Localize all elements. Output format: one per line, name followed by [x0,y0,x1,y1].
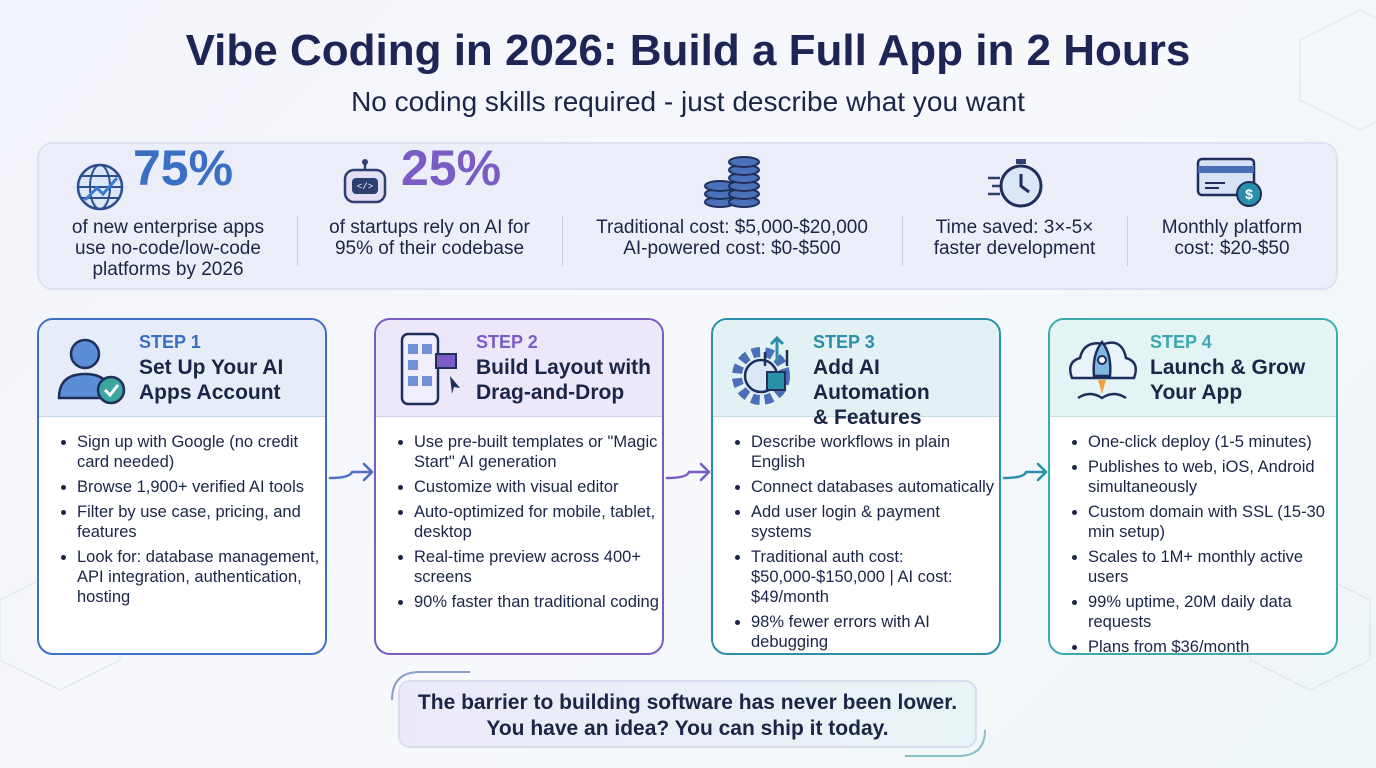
bullet: Filter by use case, pricing, and feature… [77,502,325,542]
step-title: Set Up Your AI Apps Account [139,355,283,405]
layout-icon [400,332,460,406]
step-title: Add AI Automation & Features [813,355,999,430]
bullet: Plans from $36/month [1088,637,1336,653]
stat-text: Traditional cost: $5,000-$20,000 AI-power… [562,217,902,259]
svg-text:$: $ [1245,186,1253,202]
separator [1127,216,1128,266]
line: use no-code/low-code [75,238,261,259]
stat: Traditional cost: $5,000-$20,000 AI-power… [562,144,902,292]
line: The barrier to building software has nev… [417,691,958,714]
bullet: Look for: database management, API integ… [77,547,325,607]
line: Set Up Your AI [139,356,284,379]
callout: The barrier to building software has nev… [398,680,977,748]
stat-text: of startups rely on AI for 95% of their c… [297,217,562,259]
line: Launch & Grow [1150,356,1306,379]
bullet: Describe workflows in plain English [751,432,999,472]
bullet: One-click deploy (1-5 minutes) [1088,432,1336,452]
line: Apps Account [139,381,281,404]
bullet: 90% faster than traditional coding [414,592,662,612]
line: Build Layout with [476,356,651,379]
bullet: Connect databases automatically [751,477,999,497]
bullet: Scales to 1M+ monthly active users [1088,547,1336,587]
stat: </> 25% of startups rely on AI for 95% of… [297,140,562,292]
line: 95% of their codebase [334,238,525,259]
user-icon [57,338,126,405]
separator [902,216,903,266]
stat: Time saved: 3×-5× faster development [902,144,1127,292]
bullet: Browse 1,900+ verified AI tools [77,477,325,497]
bullet: Use pre-built templates or "Magic Start"… [414,432,662,472]
bullet: Publishes to web, iOS, Android simultane… [1088,457,1336,497]
line: of new enterprise apps [71,217,265,238]
rocket-icon [1069,340,1137,400]
stat-text: Monthly platform cost: $20-$50 [1127,217,1337,259]
step-label: STEP 1 [139,332,201,352]
stopwatch-icon [988,159,1043,208]
line: faster development [933,238,1096,259]
line: AI-powered cost: $0-$500 [623,238,841,259]
separator [297,216,298,266]
step-title: Build Layout with Drag-and-Drop [476,355,651,405]
line: & Features [813,406,922,429]
bullet: 98% fewer errors with AI debugging [751,612,999,652]
card-icon: $ [1196,157,1262,207]
stat-figure: 25% [401,140,502,196]
line: Monthly platform [1161,217,1303,238]
step-label: STEP 4 [1150,332,1212,352]
line: of startups rely on AI for [329,217,530,238]
bullet-list: One-click deploy (1-5 minutes) Publishes … [1068,432,1336,653]
bullet-list: Use pre-built templates or "Magic Start"… [394,432,662,617]
step-title: Launch & Grow Your App [1150,355,1305,405]
step-label: STEP 2 [476,332,538,352]
coins-icon [704,156,760,208]
stat: $ Monthly platform cost: $20-$50 [1127,144,1337,292]
subtitle: No coding skills required - just describ… [351,86,1025,117]
stats-panel: 75% of new enterprise apps use no-code/lo… [37,142,1338,290]
bullet: Auto-optimized for mobile, tablet, deskt… [414,502,662,542]
bullet: Sign up with Google (no credit card need… [77,432,325,472]
bullet-list: Sign up with Google (no credit card need… [57,432,325,612]
bullet: Customize with visual editor [414,477,662,497]
line: You have an idea? You can ship it today. [486,717,889,740]
bullet: 99% uptime, 20M daily data requests [1088,592,1336,632]
line: Your App [1150,381,1243,404]
svg-text:</>: </> [357,182,373,192]
bullet: Custom domain with SSL (15-30 min setup) [1088,502,1336,542]
line: cost: $20-$50 [1174,238,1290,259]
stat-figure: 75% [133,140,234,196]
line: Time saved: 3×-5× [935,217,1094,238]
title: Vibe Coding in 2026: Build a Full App in… [185,26,1191,75]
step-label: STEP 3 [813,332,875,352]
robot-icon: </> [343,159,387,204]
bullet-list: Describe workflows in plain English Conne… [731,432,999,653]
stat-text: Time saved: 3×-5× faster development [902,217,1127,259]
step-card: STEP 3 Add AI Automation& Features Descr… [711,318,1001,655]
line: Add AI Automation [813,356,930,404]
bullet: Traditional auth cost: $50,000-$150,000 … [751,547,999,607]
bullet: Add user login & payment systems [751,502,999,542]
line: Traditional cost: $5,000-$20,000 [596,217,868,238]
stat: 75% of new enterprise apps use no-code/lo… [39,140,297,292]
bullet: Real-time preview across 400+ screens [414,547,662,587]
line: platforms by 2026 [92,259,244,280]
line: Drag-and-Drop [476,381,625,404]
globe-icon [76,163,124,211]
gear-icon [732,335,790,405]
separator [562,216,563,266]
stat-text: of new enterprise apps use no-code/low-co… [39,217,297,280]
